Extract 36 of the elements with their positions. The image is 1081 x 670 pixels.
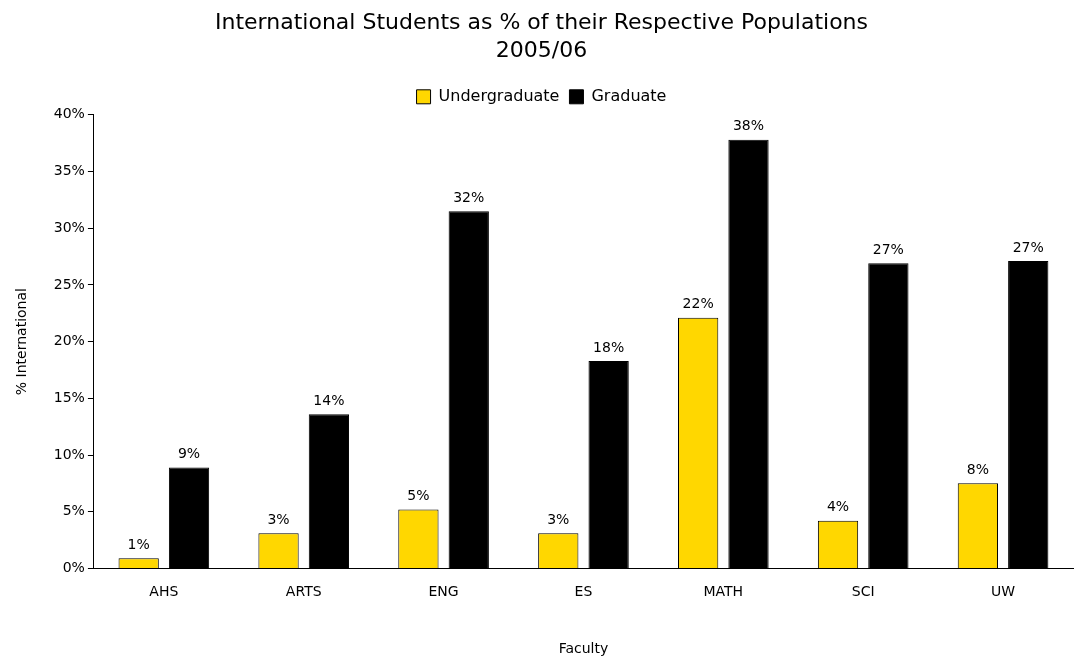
data-label: 27% — [872, 240, 904, 257]
y-tick-label: 15% — [53, 388, 85, 405]
data-label: 27% — [1012, 238, 1044, 255]
y-tick-label: 35% — [53, 162, 85, 179]
data-label: 14% — [313, 391, 345, 408]
data-label: 3% — [267, 510, 290, 527]
x-tick-label: AHS — [149, 583, 179, 600]
x-tick-label: ES — [574, 583, 593, 600]
y-axis-title: % International — [13, 288, 30, 396]
x-axis-title: Faculty — [558, 640, 609, 657]
y-tick-label: 20% — [53, 332, 85, 349]
legend-label: Undergraduate — [438, 85, 560, 105]
chart-subtitle: 2005/06 — [495, 37, 588, 63]
data-label: 38% — [732, 117, 765, 134]
y-tick-label: 10% — [53, 445, 85, 462]
y-tick-label: 30% — [53, 218, 85, 235]
data-label: 8% — [966, 460, 989, 477]
legend-label: Graduate — [591, 85, 667, 105]
chart-title: International Students as % of their Respective Populations — [215, 8, 868, 34]
y-tick-label: 25% — [53, 275, 85, 292]
data-label: 3% — [547, 510, 570, 527]
y-tick-label: 40% — [53, 105, 85, 122]
data-label: 5% — [407, 487, 430, 504]
data-label: 9% — [177, 445, 201, 462]
x-tick-label: ENG — [428, 583, 459, 600]
x-tick-label: SCI — [851, 583, 875, 600]
data-label: 18% — [593, 338, 625, 355]
y-tick-label: 0% — [62, 559, 85, 576]
x-tick-label: UW — [991, 583, 1016, 600]
x-tick-label: MATH — [703, 583, 744, 600]
data-label: 1% — [127, 535, 150, 552]
y-tick-label: 5% — [62, 502, 85, 519]
data-label: 4% — [826, 498, 850, 515]
data-label: 32% — [453, 188, 485, 205]
x-tick-label: ARTS — [285, 583, 322, 600]
data-label: 22% — [682, 295, 714, 312]
